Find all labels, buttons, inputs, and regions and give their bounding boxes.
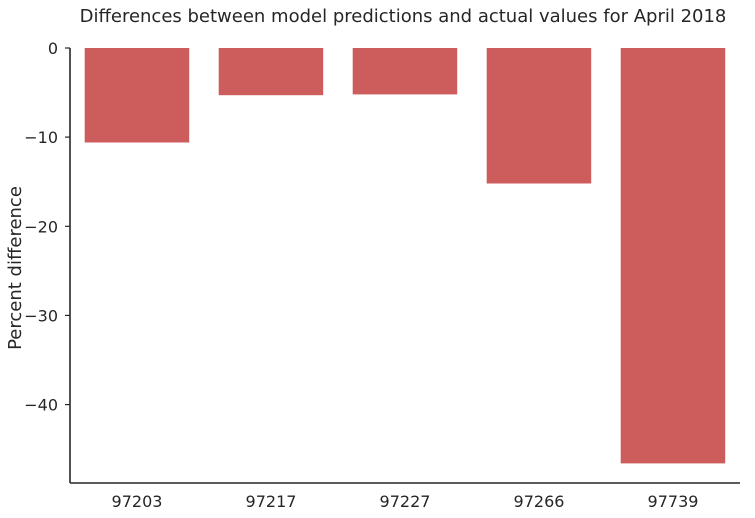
- x-ticks-group: 97203 97217 97227 97266 97739: [112, 492, 699, 511]
- bars-group: [84, 48, 726, 464]
- x-tick-label: 97203: [112, 492, 163, 511]
- y-tick-label: −40: [24, 396, 58, 415]
- bar-97227: [352, 48, 458, 95]
- y-axis-label: Percent difference: [5, 186, 26, 350]
- y-tick-label: −30: [24, 306, 58, 325]
- x-tick-label: 97217: [246, 492, 297, 511]
- y-tick-label: 0: [48, 39, 58, 58]
- y-tick-label: −10: [24, 128, 58, 147]
- y-tick-label: −20: [24, 217, 58, 236]
- bar-97203: [84, 48, 190, 143]
- x-tick-label: 97227: [380, 492, 431, 511]
- x-tick-label: 97266: [514, 492, 565, 511]
- bar-97739: [620, 48, 726, 464]
- bar-97217: [218, 48, 324, 96]
- bar-97266: [486, 48, 592, 184]
- chart-title: Differences between model predictions an…: [80, 6, 727, 27]
- x-tick-label: 97739: [648, 492, 699, 511]
- y-ticks-group: 0 −10 −20 −30 −40: [24, 39, 70, 415]
